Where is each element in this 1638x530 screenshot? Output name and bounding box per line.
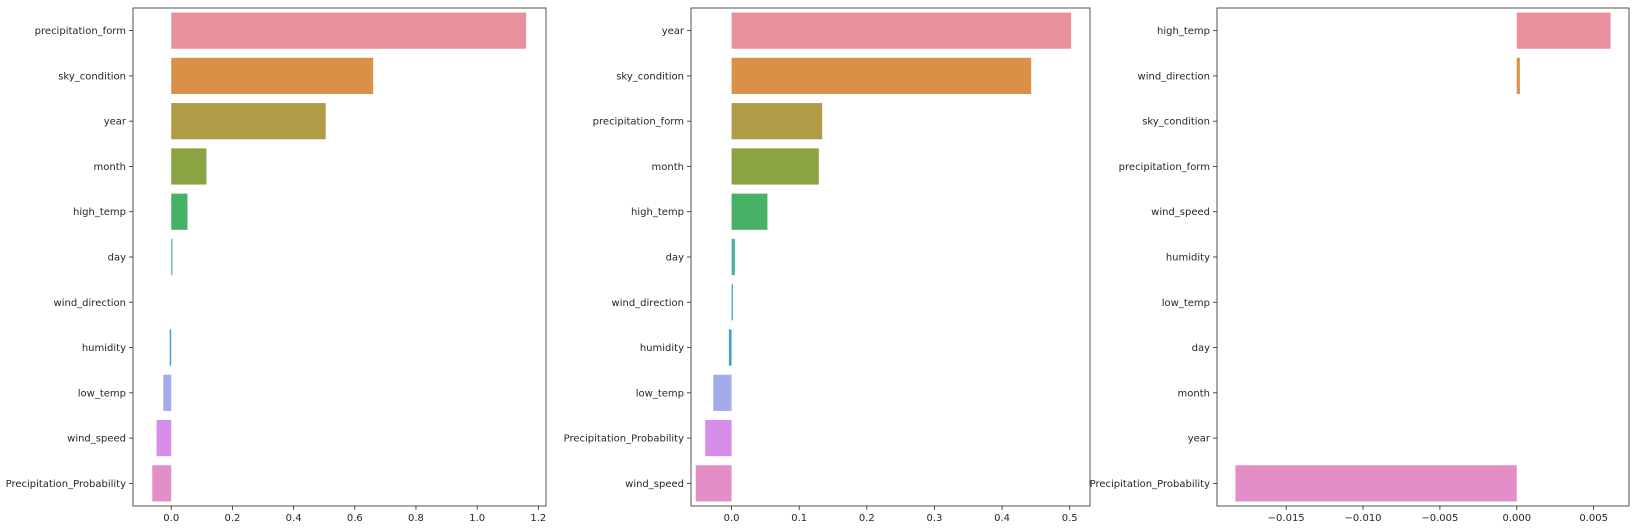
bar-high-temp xyxy=(731,193,768,230)
bar-precipitation-probability xyxy=(1235,465,1517,502)
y-tick-label: Precipitation_Probability xyxy=(564,434,684,445)
x-tick-label: −0.010 xyxy=(1345,513,1382,524)
plot-frame xyxy=(1216,7,1630,507)
bar-low-temp xyxy=(163,374,172,411)
y-tick-label: day xyxy=(1192,343,1210,354)
bar-wind-speed xyxy=(156,419,172,457)
y-tick-label: month xyxy=(1178,388,1210,399)
x-tick-label: −0.005 xyxy=(1421,513,1458,524)
y-tick-label: day xyxy=(108,253,126,264)
bar-high-temp xyxy=(1516,12,1611,49)
x-tick-label: 0.0 xyxy=(724,513,740,524)
y-tick-label: high_temp xyxy=(631,207,684,218)
y-tick-label: sky_condition xyxy=(1142,117,1210,128)
x-tick-label: 0.0 xyxy=(163,513,179,524)
y-tick-label: wind_speed xyxy=(625,479,684,490)
bar-month xyxy=(171,148,207,185)
plot-frame xyxy=(132,7,547,507)
y-tick-label: year xyxy=(104,117,127,128)
y-tick-label: humidity xyxy=(1166,253,1210,264)
bar-wind-direction xyxy=(731,284,733,321)
y-tick-label: humidity xyxy=(640,343,684,354)
chart-panel-3: high_temp wind_direction sky_conditionprec… xyxy=(1090,7,1630,524)
x-tick-label: 0.000 xyxy=(1502,513,1531,524)
y-tick-label: low_temp xyxy=(636,388,684,399)
bar-sky-condition xyxy=(731,57,1032,95)
x-tick-label: 0.2 xyxy=(224,513,240,524)
y-tick-label: wind_direction xyxy=(54,298,126,309)
y-tick-label: year xyxy=(1188,434,1211,445)
x-tick-label: 0.005 xyxy=(1579,513,1608,524)
y-tick-label: precipitation_form xyxy=(35,26,126,37)
chart-panel-2: year sky_condition precipitation_formmonth… xyxy=(564,7,1091,524)
bar-humidity xyxy=(169,329,172,366)
y-tick-label: year xyxy=(662,26,685,37)
y-tick-label: month xyxy=(94,162,126,173)
y-tick-label: wind_direction xyxy=(612,298,684,309)
y-tick-label: low_temp xyxy=(1162,298,1210,309)
x-tick-label: 0.4 xyxy=(994,513,1010,524)
y-tick-label: wind_speed xyxy=(67,434,126,445)
bar-wind-direction xyxy=(1516,57,1520,95)
y-tick-label: humidity xyxy=(82,343,126,354)
y-tick-label: high_temp xyxy=(1157,26,1210,37)
bar-low-temp xyxy=(713,374,732,411)
y-tick-label: month xyxy=(652,162,684,173)
y-tick-label: low_temp xyxy=(78,388,126,399)
bar-wind-speed xyxy=(695,465,732,502)
y-tick-label: wind_speed xyxy=(1151,207,1210,218)
bar-precipitation-probability xyxy=(152,465,172,502)
bar-day xyxy=(731,238,735,276)
bar-precipitation-probability xyxy=(705,419,732,457)
x-tick-label: 0.2 xyxy=(859,513,875,524)
x-tick-label: 0.8 xyxy=(408,513,424,524)
y-tick-label: precipitation_form xyxy=(1119,162,1210,173)
x-tick-label: 0.4 xyxy=(286,513,302,524)
x-tick-label: 1.2 xyxy=(530,513,546,524)
x-tick-label: 0.5 xyxy=(1062,513,1078,524)
bar-sky-condition xyxy=(171,57,374,95)
y-tick-label: Precipitation_Probability xyxy=(6,479,126,490)
bar-year xyxy=(731,12,1072,49)
x-tick-label: 1.0 xyxy=(469,513,485,524)
y-tick-label: high_temp xyxy=(73,207,126,218)
bar-humidity xyxy=(728,329,732,366)
x-tick-label: 0.6 xyxy=(347,513,363,524)
y-tick-label: sky_condition xyxy=(58,71,126,82)
y-tick-label: day xyxy=(666,253,684,264)
bar-precipitation-form xyxy=(171,12,527,49)
y-tick-label: Precipitation_Probability xyxy=(1090,479,1210,490)
y-tick-label: precipitation_form xyxy=(593,117,684,128)
bar-precipitation-form xyxy=(731,103,823,140)
x-tick-label: 0.3 xyxy=(927,513,943,524)
plot-frame xyxy=(690,7,1091,507)
bar-high-temp xyxy=(171,193,188,230)
x-tick-label: −0.015 xyxy=(1268,513,1305,524)
y-tick-label: sky_condition xyxy=(616,71,684,82)
y-tick-label: wind_direction xyxy=(1138,71,1210,82)
bar-year xyxy=(171,103,326,140)
bar-month xyxy=(731,148,819,185)
bar-day xyxy=(171,238,173,276)
x-tick-label: 0.1 xyxy=(791,513,807,524)
